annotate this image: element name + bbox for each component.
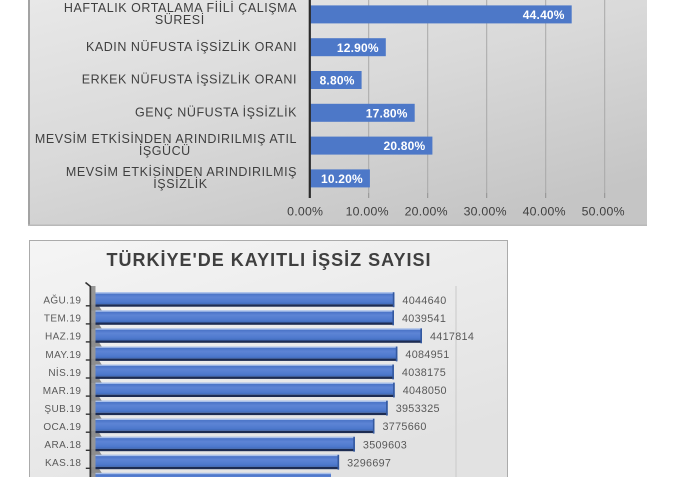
svg-text:İŞSİZLİK: İŞSİZLİK <box>153 177 208 191</box>
svg-text:MEVSİM ETKİSİNDEN ARINDIRILMIŞ: MEVSİM ETKİSİNDEN ARINDIRILMIŞ <box>66 165 297 179</box>
svg-text:SÜRESİ: SÜRESİ <box>155 13 205 27</box>
svg-text:4044640: 4044640 <box>402 295 446 307</box>
svg-text:MEVSİM ETKİSİNDEN ARINDIRILMIŞ: MEVSİM ETKİSİNDEN ARINDIRILMIŞ ATIL <box>35 132 297 146</box>
svg-text:3953325: 3953325 <box>396 403 440 415</box>
svg-text:İŞGÜCÜ: İŞGÜCÜ <box>139 144 191 158</box>
svg-text:4084951: 4084951 <box>405 349 449 361</box>
svg-text:4039541: 4039541 <box>402 313 446 325</box>
svg-text:8.80%: 8.80% <box>320 74 355 88</box>
svg-text:10.20%: 10.20% <box>321 172 363 186</box>
svg-text:GENÇ NÜFUSTA İŞSİZLİK: GENÇ NÜFUSTA İŞSİZLİK <box>135 105 297 119</box>
svg-text:MAY.19: MAY.19 <box>45 350 81 361</box>
svg-text:3296697: 3296697 <box>347 457 391 469</box>
svg-text:OCA.19: OCA.19 <box>43 422 81 433</box>
svg-text:30.00%: 30.00% <box>464 205 507 219</box>
svg-text:MAR.19: MAR.19 <box>43 386 82 397</box>
svg-text:ŞUB.19: ŞUB.19 <box>44 404 81 415</box>
svg-text:ERKEK NÜFUSTA İŞSİZLİK ORANI: ERKEK NÜFUSTA İŞSİZLİK ORANI <box>82 73 297 87</box>
svg-text:10.00%: 10.00% <box>346 205 389 219</box>
svg-text:20.00%: 20.00% <box>405 205 448 219</box>
svg-text:KAS.18: KAS.18 <box>45 458 81 469</box>
svg-text:NİS.19: NİS.19 <box>48 366 81 379</box>
svg-text:44.40%: 44.40% <box>523 8 565 22</box>
svg-text:ARA.18: ARA.18 <box>44 440 81 451</box>
svg-text:HAFTALIK ORTALAMA FİİLİ ÇALIŞM: HAFTALIK ORTALAMA FİİLİ ÇALIŞMA <box>64 1 297 15</box>
svg-text:TEM.19: TEM.19 <box>44 314 81 325</box>
svg-text:AĞU.19: AĞU.19 <box>43 294 81 307</box>
svg-text:4417814: 4417814 <box>430 331 474 343</box>
svg-text:12.90%: 12.90% <box>337 41 379 55</box>
svg-text:TÜRKİYE'DE KAYITLI İŞSİZ SAYIS: TÜRKİYE'DE KAYITLI İŞSİZ SAYISI <box>106 250 431 270</box>
svg-text:3775660: 3775660 <box>383 421 427 433</box>
svg-text:17.80%: 17.80% <box>366 106 408 120</box>
svg-text:KADIN NÜFUSTA İŞSİZLİK ORANI: KADIN NÜFUSTA İŞSİZLİK ORANI <box>86 40 297 54</box>
svg-text:0.00%: 0.00% <box>287 205 323 219</box>
svg-text:50.00%: 50.00% <box>582 205 625 219</box>
svg-text:40.00%: 40.00% <box>523 205 566 219</box>
svg-text:20.80%: 20.80% <box>383 139 425 153</box>
svg-text:4048050: 4048050 <box>403 385 447 397</box>
svg-text:3509603: 3509603 <box>363 439 407 451</box>
svg-text:4038175: 4038175 <box>402 367 446 379</box>
svg-text:HAZ.19: HAZ.19 <box>45 332 81 343</box>
